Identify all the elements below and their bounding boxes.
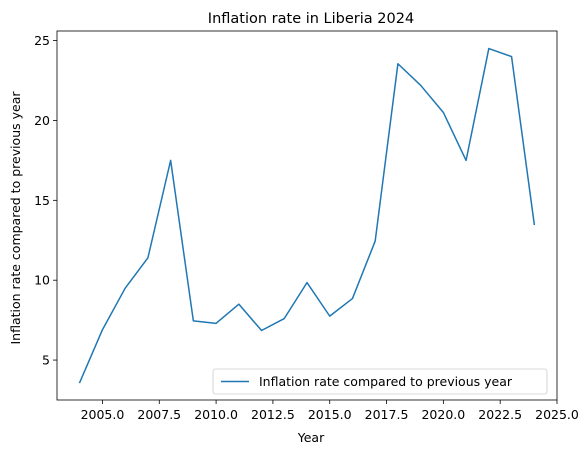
legend: Inflation rate compared to previous year [213, 369, 547, 394]
series-line [80, 49, 535, 383]
y-tick-label: 5 [42, 353, 50, 368]
x-tick-label: 2007.5 [137, 407, 181, 422]
x-tick-label: 2015.0 [308, 407, 352, 422]
y-tick-label: 20 [34, 113, 50, 128]
y-tick-label: 10 [34, 273, 50, 288]
x-tick-label: 2017.5 [365, 407, 409, 422]
x-tick-label: 2012.5 [251, 407, 295, 422]
chart-title: Inflation rate in Liberia 2024 [208, 11, 414, 27]
x-tick-label: 2020.0 [421, 407, 465, 422]
y-axis-label: Inflation rate compared to previous year [8, 91, 23, 345]
x-tick-label: 2025.0 [535, 407, 579, 422]
plot-frame [57, 31, 557, 400]
x-tick-label: 2022.5 [478, 407, 522, 422]
x-axis-label: Year [297, 430, 325, 445]
x-tick-label: 2010.0 [194, 407, 238, 422]
x-tick-label: 2005.0 [81, 407, 125, 422]
plot-area: 2005.0 2007.5 2010.0 2012.5 2015.0 2017.5 2020… [34, 31, 579, 422]
y-tick-label: 25 [34, 33, 50, 48]
legend-label: Inflation rate compared to previous year [259, 374, 513, 389]
y-tick-label: 15 [34, 193, 50, 208]
